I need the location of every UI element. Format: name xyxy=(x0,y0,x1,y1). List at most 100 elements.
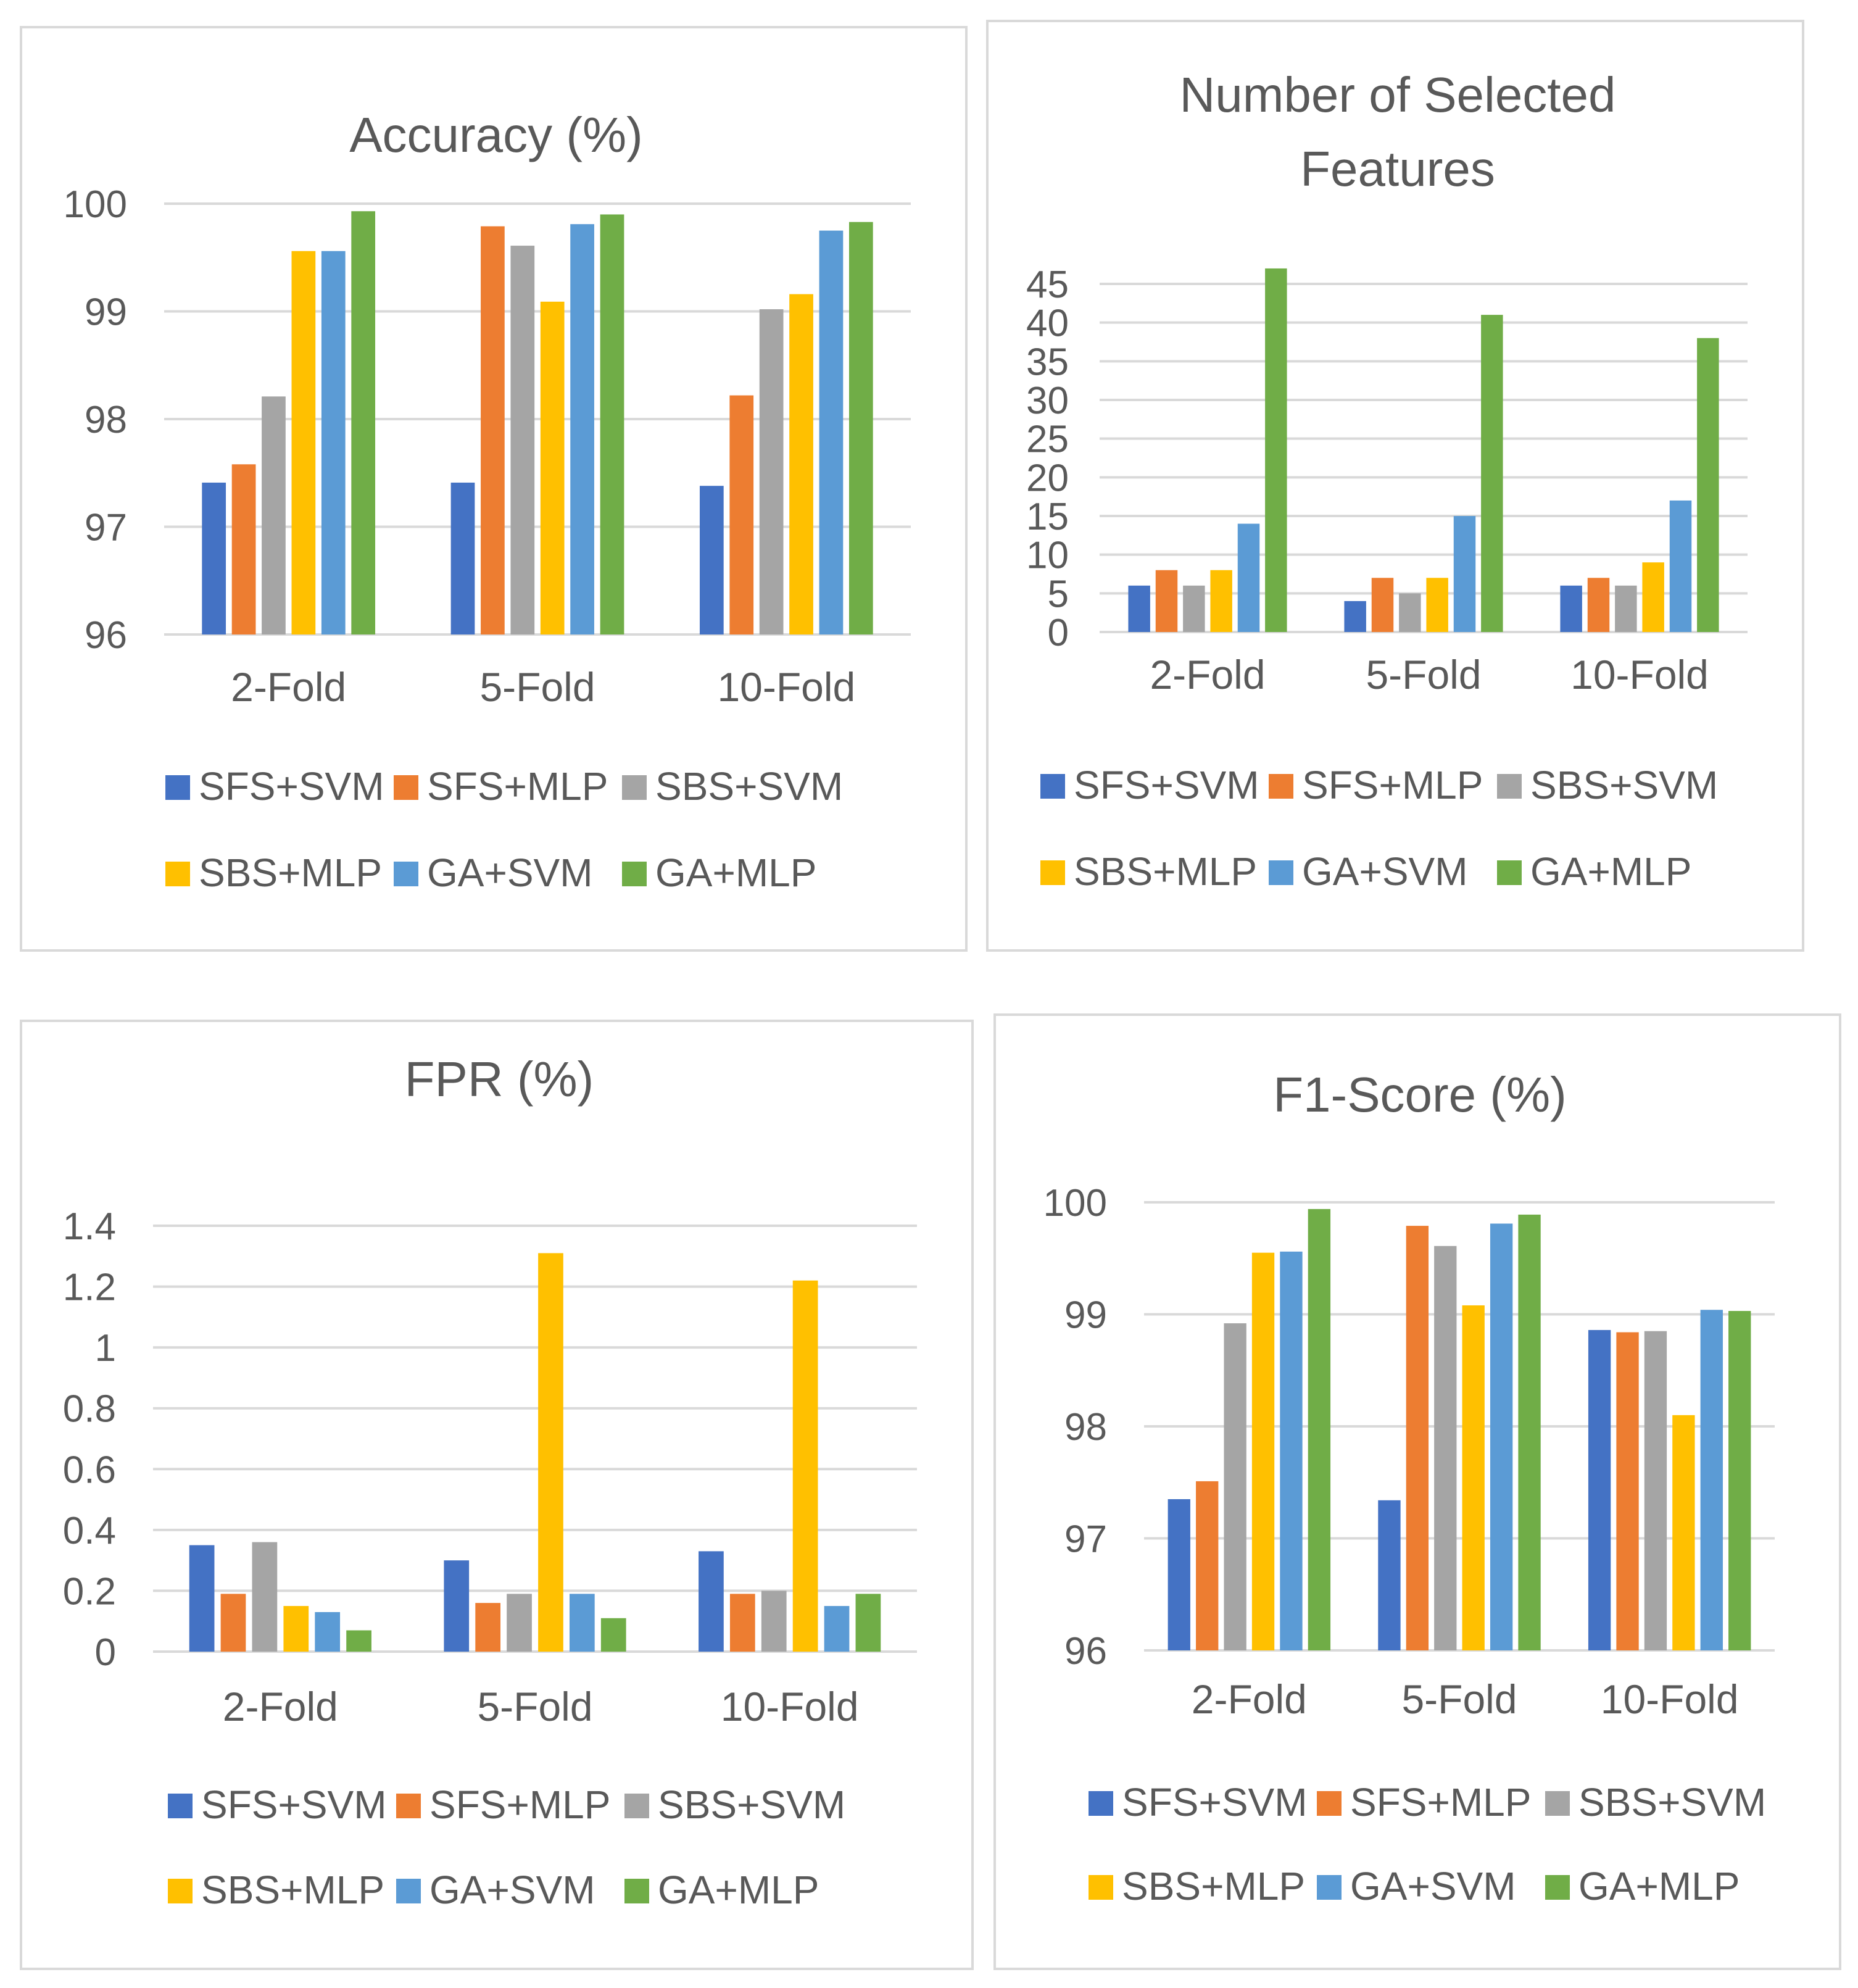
bar-sbs-mlp-5-fold xyxy=(1426,578,1448,632)
legend-label-ga-svm: GA+SVM xyxy=(1350,1864,1516,1908)
bar-sfs-svm-5-fold xyxy=(1344,601,1366,632)
bar-sbs-svm-5-fold xyxy=(1434,1246,1457,1650)
bar-sfs-svm-10-fold xyxy=(699,486,724,634)
bar-sbs-svm-5-fold xyxy=(510,246,535,634)
bar-sbs-mlp-5-fold xyxy=(538,1253,563,1652)
x-category-label: 10-Fold xyxy=(721,1684,859,1729)
bar-ga-svm-2-fold xyxy=(315,1612,341,1652)
x-category-label: 10-Fold xyxy=(1570,652,1709,697)
bar-sbs-mlp-10-fold xyxy=(789,294,813,635)
legend-swatch-ga-svm xyxy=(394,862,418,886)
legend-swatch-sfs-mlp xyxy=(394,775,418,800)
bar-ga-svm-5-fold xyxy=(570,224,594,634)
y-tick-label: 98 xyxy=(85,399,127,441)
selected-features-chart-panel: Number of Selected Features 0 5 10 15 20 25 30 35… xyxy=(986,20,1804,952)
bar-sfs-mlp-5-fold xyxy=(475,1603,501,1652)
y-tick-label: 97 xyxy=(1064,1518,1107,1561)
x-category-label: 5-Fold xyxy=(479,664,595,710)
bar-sfs-mlp-10-fold xyxy=(729,1594,755,1652)
chart-title: Accuracy (%) xyxy=(349,107,643,162)
bar-ga-mlp-2-fold xyxy=(351,211,376,635)
y-tick-label: 40 xyxy=(1026,302,1069,345)
bar-sbs-mlp-10-fold xyxy=(1642,562,1664,632)
bar-ga-mlp-2-fold xyxy=(346,1630,371,1652)
bar-sfs-mlp-2-fold xyxy=(220,1594,246,1652)
bar-sfs-svm-10-fold xyxy=(1560,585,1582,632)
legend-swatch-ga-mlp xyxy=(1497,860,1522,885)
bar-sbs-mlp-2-fold xyxy=(291,251,316,634)
bar-ga-mlp-5-fold xyxy=(600,214,624,634)
y-tick-label: 0 xyxy=(95,1631,116,1674)
chart-title: FPR (%) xyxy=(405,1052,594,1107)
y-tick-label: 20 xyxy=(1026,457,1069,499)
legend-swatch-sfs-svm xyxy=(168,1794,193,1818)
bar-sbs-svm-2-fold xyxy=(262,396,286,634)
legend-label-sbs-mlp: SBS+MLP xyxy=(1122,1864,1305,1908)
bar-sbs-mlp-5-fold xyxy=(1462,1305,1485,1650)
legend-label-sfs-svm: SFS+SVM xyxy=(199,764,384,809)
bar-sbs-svm-10-fold xyxy=(1644,1331,1667,1650)
y-tick-label: 5 xyxy=(1048,573,1069,615)
legend-swatch-sfs-svm xyxy=(165,775,190,800)
accuracy-chart: Accuracy (%) 96 97 98 99 100 2-Fold 5-Fold 10-Fo… xyxy=(64,107,911,895)
legend-label-sbs-mlp: SBS+MLP xyxy=(1074,849,1257,894)
legend-label-sfs-svm: SFS+SVM xyxy=(1074,763,1259,807)
bar-ga-svm-10-fold xyxy=(819,230,844,634)
bar-ga-mlp-10-fold xyxy=(855,1594,881,1652)
legend-swatch-ga-svm xyxy=(1269,860,1293,885)
x-category-label: 5-Fold xyxy=(1401,1676,1517,1722)
legend-swatch-sbs-mlp xyxy=(165,862,190,886)
bar-ga-mlp-10-fold xyxy=(848,222,873,634)
x-category-label: 5-Fold xyxy=(1366,652,1481,697)
x-category-label: 2-Fold xyxy=(1192,1676,1307,1722)
legend-swatch-ga-svm xyxy=(1317,1875,1342,1900)
bar-sfs-mlp-10-fold xyxy=(1616,1332,1639,1650)
bar-sfs-svm-10-fold xyxy=(1588,1329,1611,1650)
legend-swatch-ga-mlp xyxy=(622,862,647,886)
y-tick-label: 10 xyxy=(1026,534,1069,577)
y-tick-label: 25 xyxy=(1026,418,1069,461)
x-category-label: 10-Fold xyxy=(1601,1676,1739,1722)
legend-label-sfs-mlp: SFS+MLP xyxy=(1350,1780,1531,1824)
y-tick-label: 96 xyxy=(85,614,127,657)
legend-swatch-sfs-svm xyxy=(1040,774,1065,799)
y-tick-label: 96 xyxy=(1064,1630,1107,1673)
legend-label-sbs-mlp: SBS+MLP xyxy=(201,1868,384,1912)
bar-sbs-mlp-2-fold xyxy=(283,1606,309,1652)
legend-label-sfs-mlp: SFS+MLP xyxy=(1302,763,1483,807)
legend-swatch-sbs-mlp xyxy=(168,1879,193,1903)
bar-sbs-svm-10-fold xyxy=(1615,585,1637,632)
legend-swatch-sbs-svm xyxy=(1497,774,1522,799)
chart-title: Features xyxy=(1300,141,1495,196)
legend-swatch-sbs-svm xyxy=(1545,1791,1570,1816)
legend-swatch-ga-svm xyxy=(396,1879,421,1903)
legend-swatch-sfs-mlp xyxy=(1269,774,1293,799)
bar-ga-svm-5-fold xyxy=(1490,1223,1513,1650)
bar-sfs-mlp-2-fold xyxy=(231,464,256,634)
legend-swatch-sbs-svm xyxy=(624,1794,649,1818)
y-tick-label: 99 xyxy=(1064,1294,1107,1337)
bar-ga-mlp-2-fold xyxy=(1308,1208,1331,1650)
y-tick-label: 98 xyxy=(1064,1406,1107,1449)
legend-label-ga-svm: GA+SVM xyxy=(1302,849,1468,894)
x-category-label: 2-Fold xyxy=(231,664,346,710)
bar-sfs-mlp-5-fold xyxy=(1406,1226,1429,1650)
x-category-label: 5-Fold xyxy=(477,1684,592,1729)
fpr-chart: FPR (%) 0 0.2 0.4 0.6 0.8 1 1.2 1.4 2-Fold 5-Fold 1… xyxy=(63,1052,917,1912)
bar-ga-svm-2-fold xyxy=(1280,1251,1303,1650)
bar-sfs-mlp-2-fold xyxy=(1155,570,1178,632)
legend-label-sfs-svm: SFS+SVM xyxy=(1122,1780,1308,1824)
legend-label-ga-svm: GA+SVM xyxy=(427,851,593,895)
legend-label-sbs-svm: SBS+SVM xyxy=(658,1782,845,1827)
x-category-label: 2-Fold xyxy=(1150,652,1265,697)
bar-sfs-mlp-2-fold xyxy=(1196,1481,1219,1650)
y-tick-label: 99 xyxy=(85,291,127,334)
bar-sbs-svm-2-fold xyxy=(1224,1323,1246,1650)
legend-label-sfs-mlp: SFS+MLP xyxy=(427,764,608,809)
legend-label-ga-mlp: GA+MLP xyxy=(655,851,816,895)
bar-sbs-svm-5-fold xyxy=(1399,593,1421,632)
bar-ga-svm-10-fold xyxy=(1700,1310,1723,1650)
bar-sfs-mlp-10-fold xyxy=(729,395,754,634)
bar-sbs-svm-10-fold xyxy=(761,1591,787,1652)
y-tick-label: 0.8 xyxy=(63,1388,116,1431)
